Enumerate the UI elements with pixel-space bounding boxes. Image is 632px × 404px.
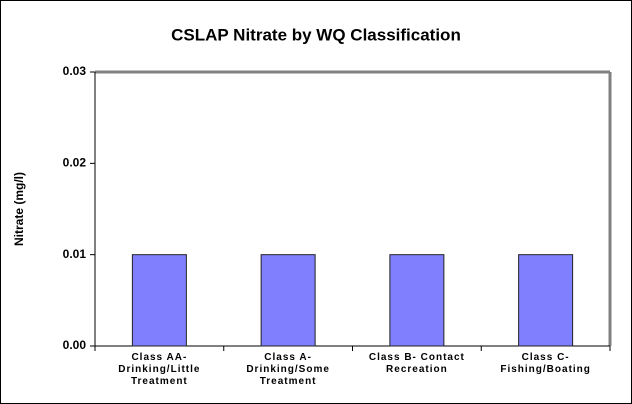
y-tick-label: 0.03: [63, 64, 87, 78]
bar: [518, 254, 574, 347]
x-tick-label: Class A- Drinking/Some Treatment: [246, 352, 330, 387]
y-axis-label: Nitrate (mg/l): [12, 172, 26, 246]
bar: [389, 254, 445, 347]
y-tick-label: 0.00: [63, 338, 87, 352]
x-tick-label: Class AA- Drinking/Little Treatment: [118, 352, 201, 387]
bar: [131, 254, 187, 347]
bar: [260, 254, 316, 347]
y-tick-label: 0.01: [63, 247, 87, 261]
chart-title: CSLAP Nitrate by WQ Classification: [171, 25, 461, 44]
x-tick-label: Class C- Fishing/Boating: [500, 352, 591, 375]
y-tick-label: 0.02: [63, 156, 87, 170]
x-tick-label: Class B- Contact Recreation: [368, 352, 465, 375]
